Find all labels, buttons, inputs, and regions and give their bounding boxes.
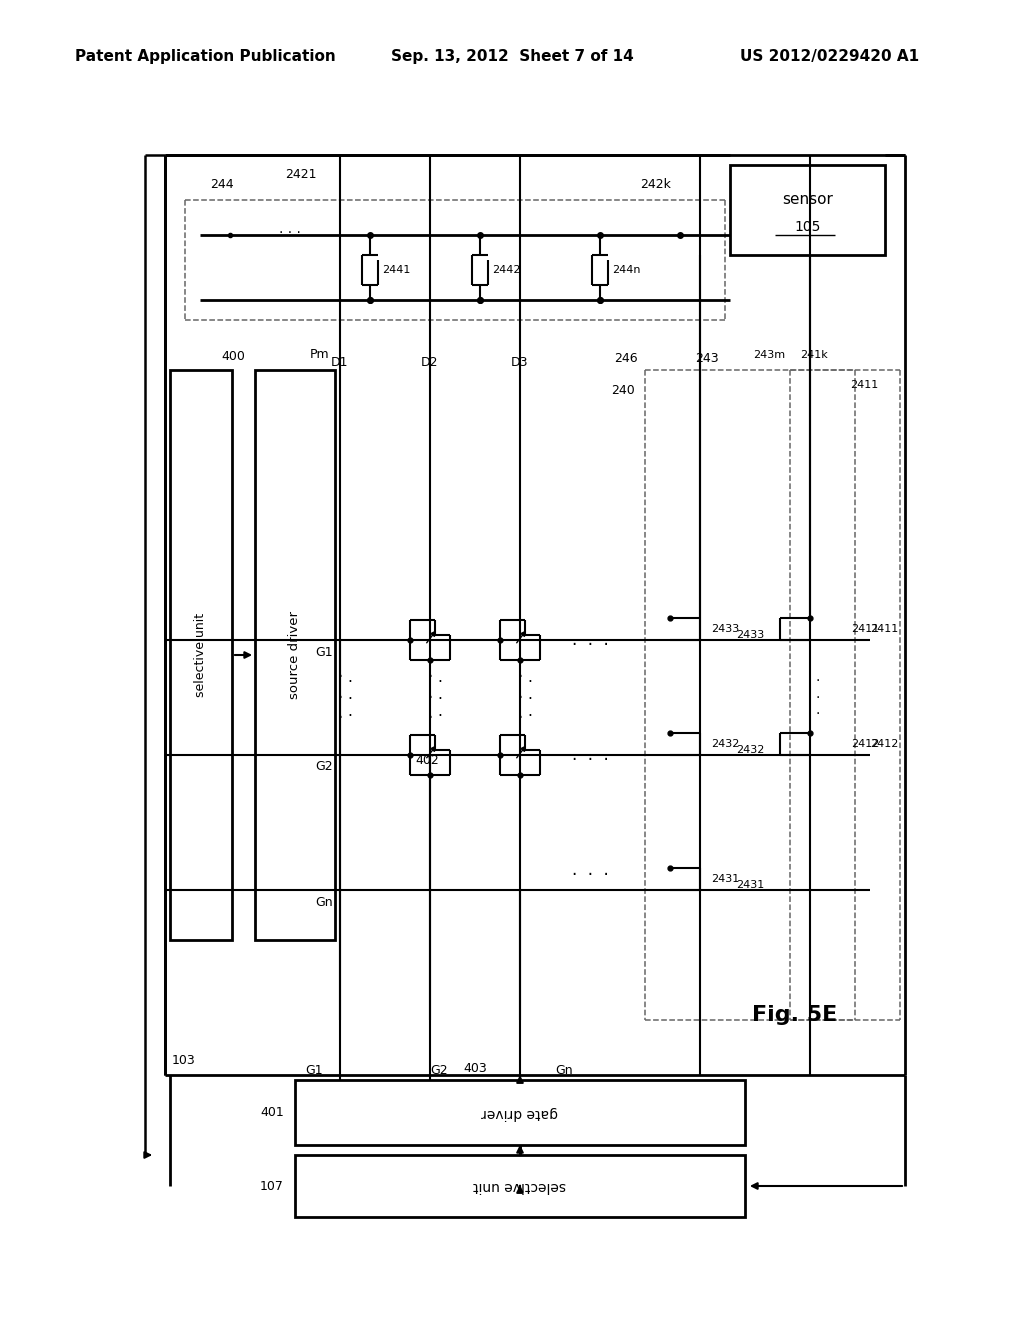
- Text: ·  ·  ·: · · ·: [571, 636, 608, 653]
- Text: 243m: 243m: [753, 350, 785, 360]
- Text: 401: 401: [260, 1106, 284, 1118]
- Text: ·
·
·: · · ·: [816, 675, 820, 721]
- Text: 2433: 2433: [711, 624, 739, 634]
- Text: US 2012/0229420 A1: US 2012/0229420 A1: [740, 49, 920, 65]
- Text: selective unit: selective unit: [473, 1179, 566, 1193]
- Bar: [255, 370, 335, 940]
- Text: G1: G1: [315, 645, 333, 659]
- Bar: [295, 1080, 745, 1144]
- Text: 242k: 242k: [640, 178, 671, 191]
- Text: selective unit: selective unit: [195, 612, 208, 697]
- Text: 103: 103: [172, 1053, 196, 1067]
- Text: ·
·
·: · · ·: [347, 675, 352, 725]
- Text: 2441: 2441: [382, 265, 411, 275]
- Text: Sep. 13, 2012  Sheet 7 of 14: Sep. 13, 2012 Sheet 7 of 14: [390, 49, 634, 65]
- Text: G2: G2: [430, 1064, 447, 1077]
- Text: G1: G1: [305, 1064, 323, 1077]
- Text: Pm: Pm: [310, 348, 330, 362]
- Text: 2412: 2412: [851, 739, 880, 748]
- Text: ·
·
·: · · ·: [427, 668, 432, 727]
- Text: 2431: 2431: [711, 874, 739, 884]
- Text: 246: 246: [614, 351, 638, 364]
- Text: 2411: 2411: [850, 380, 879, 389]
- Text: 2432: 2432: [711, 739, 739, 748]
- Text: source driver: source driver: [289, 611, 301, 700]
- Text: ·
·
·: · · ·: [437, 675, 442, 725]
- Text: D3: D3: [511, 355, 528, 368]
- Text: sensor: sensor: [782, 193, 833, 207]
- Text: D2: D2: [421, 355, 438, 368]
- Bar: [730, 165, 885, 255]
- Text: 400: 400: [221, 351, 245, 363]
- Text: gate driver: gate driver: [481, 1106, 558, 1119]
- Bar: [295, 1155, 745, 1217]
- Text: 244n: 244n: [612, 265, 640, 275]
- Text: Gn: Gn: [315, 895, 333, 908]
- Text: 241k: 241k: [800, 350, 827, 360]
- Text: · · ·: · · ·: [280, 226, 301, 240]
- Bar: [170, 370, 232, 940]
- Text: Patent Application Publication: Patent Application Publication: [75, 49, 336, 65]
- Text: 2412: 2412: [870, 739, 898, 748]
- Text: Gn: Gn: [555, 1064, 572, 1077]
- Text: ·
·
·: · · ·: [337, 668, 343, 727]
- Text: ·
·
·: · · ·: [517, 668, 522, 727]
- Text: 402: 402: [415, 754, 438, 767]
- Text: 2411: 2411: [851, 624, 880, 634]
- Text: ·  ·  ·: · · ·: [571, 866, 608, 884]
- Text: 2433: 2433: [736, 630, 764, 640]
- Text: 2442: 2442: [492, 265, 520, 275]
- Text: 2411: 2411: [870, 624, 898, 634]
- Text: 2432: 2432: [736, 744, 764, 755]
- Text: 2431: 2431: [736, 880, 764, 890]
- Text: 2421: 2421: [285, 169, 316, 181]
- Text: 240: 240: [611, 384, 635, 396]
- Text: ·  ·  ·: · · ·: [571, 751, 608, 770]
- Text: ·
·
·: · · ·: [527, 675, 532, 725]
- Text: 107: 107: [260, 1180, 284, 1192]
- Text: 244: 244: [210, 178, 233, 191]
- Text: 105: 105: [795, 220, 820, 234]
- Text: G2: G2: [315, 760, 333, 774]
- Text: D1: D1: [331, 355, 349, 368]
- Text: 403: 403: [463, 1061, 486, 1074]
- Text: Fig. 5E: Fig. 5E: [753, 1005, 838, 1026]
- Text: 243: 243: [695, 351, 719, 364]
